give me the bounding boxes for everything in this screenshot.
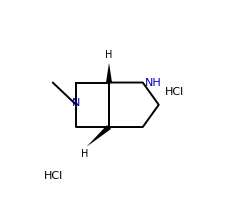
Text: NH: NH	[145, 77, 161, 88]
Text: H: H	[105, 50, 113, 60]
Polygon shape	[106, 63, 112, 83]
Polygon shape	[87, 125, 111, 147]
Text: HCl: HCl	[43, 171, 63, 181]
Text: HCl: HCl	[165, 87, 185, 97]
Text: H: H	[81, 149, 88, 159]
Text: N: N	[72, 98, 80, 108]
